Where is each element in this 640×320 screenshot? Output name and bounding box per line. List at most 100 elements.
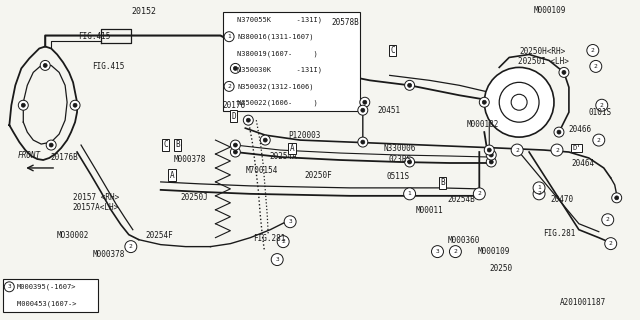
Text: M000378: M000378	[92, 250, 125, 259]
Text: N330006: N330006	[383, 144, 416, 153]
Text: M000109: M000109	[477, 247, 509, 256]
Text: 20250H<RH>: 20250H<RH>	[520, 47, 566, 56]
Text: 20578B: 20578B	[332, 19, 360, 28]
Circle shape	[246, 118, 250, 122]
Text: 1: 1	[227, 34, 231, 39]
Text: M000395(-1607>: M000395(-1607>	[17, 284, 77, 290]
Circle shape	[557, 130, 561, 134]
Text: N350032(1312-1606): N350032(1312-1606)	[237, 83, 314, 90]
Text: 20464: 20464	[571, 159, 594, 168]
Circle shape	[404, 80, 415, 90]
Circle shape	[559, 68, 569, 77]
Text: A: A	[290, 144, 294, 153]
Text: 023BS: 023BS	[388, 155, 412, 164]
Bar	[223, 12, 360, 111]
Text: FRONT: FRONT	[18, 151, 41, 160]
Text: 20254B: 20254B	[447, 195, 476, 204]
Text: 2: 2	[129, 244, 132, 249]
Text: FIG.415: FIG.415	[92, 62, 125, 71]
Circle shape	[234, 67, 237, 70]
Circle shape	[449, 246, 461, 258]
Circle shape	[234, 143, 237, 147]
Text: 0101S: 0101S	[589, 108, 612, 117]
Circle shape	[284, 216, 296, 228]
Circle shape	[73, 103, 77, 107]
Circle shape	[408, 83, 412, 87]
Text: 2: 2	[606, 217, 610, 222]
Text: D: D	[231, 112, 236, 121]
Text: FIG.281: FIG.281	[253, 234, 285, 243]
Text: MO30002: MO30002	[56, 231, 89, 240]
Bar	[3, 278, 98, 312]
Circle shape	[484, 68, 554, 137]
Circle shape	[224, 81, 234, 92]
Circle shape	[484, 145, 494, 155]
Text: 2: 2	[537, 191, 541, 196]
Circle shape	[243, 115, 253, 125]
Circle shape	[360, 97, 370, 107]
Text: 2: 2	[555, 148, 559, 153]
Text: N350022(1606-     ): N350022(1606- )	[237, 100, 318, 106]
Text: C: C	[163, 140, 168, 149]
Text: 1: 1	[408, 191, 412, 196]
Text: FIG.281: FIG.281	[543, 229, 576, 238]
Text: M00011: M00011	[416, 206, 444, 215]
Text: P120003: P120003	[289, 131, 321, 140]
Text: C: C	[390, 46, 395, 55]
Circle shape	[479, 97, 489, 107]
Circle shape	[489, 160, 493, 164]
Circle shape	[486, 157, 496, 167]
Circle shape	[70, 100, 80, 110]
Text: 20176: 20176	[223, 101, 246, 110]
Text: 2: 2	[227, 84, 231, 89]
Circle shape	[474, 188, 485, 200]
Text: 20250I <LH>: 20250I <LH>	[518, 57, 568, 66]
Text: 2: 2	[600, 103, 604, 108]
Circle shape	[408, 160, 412, 164]
Text: A: A	[170, 171, 175, 180]
Circle shape	[587, 44, 599, 56]
Text: B: B	[440, 179, 445, 188]
Circle shape	[614, 196, 619, 200]
Text: 20466: 20466	[568, 125, 591, 134]
Text: 3: 3	[288, 219, 292, 224]
Circle shape	[46, 140, 56, 150]
Text: 20250J: 20250J	[180, 193, 208, 202]
Circle shape	[499, 82, 539, 122]
Text: B: B	[175, 140, 180, 149]
Text: 20470: 20470	[550, 195, 573, 204]
Text: 2: 2	[591, 48, 595, 53]
Text: N380019(1607-     ): N380019(1607- )	[237, 50, 318, 57]
Circle shape	[533, 188, 545, 200]
Text: 20254F: 20254F	[145, 231, 173, 240]
Circle shape	[363, 100, 367, 104]
Text: 3: 3	[275, 257, 279, 262]
Circle shape	[593, 134, 605, 146]
Circle shape	[487, 148, 492, 152]
Circle shape	[263, 138, 268, 142]
Circle shape	[551, 144, 563, 156]
Circle shape	[361, 108, 365, 112]
Circle shape	[612, 193, 621, 203]
Text: 2: 2	[515, 148, 519, 153]
Text: 20250F: 20250F	[304, 171, 332, 180]
Text: 2: 2	[282, 239, 285, 244]
Circle shape	[605, 238, 617, 250]
Circle shape	[596, 99, 608, 111]
Circle shape	[486, 150, 496, 160]
Text: 2: 2	[609, 241, 612, 246]
Circle shape	[602, 214, 614, 226]
Text: N380016(1311-1607): N380016(1311-1607)	[237, 34, 314, 40]
Text: 2: 2	[454, 249, 458, 254]
Text: M000378: M000378	[174, 155, 206, 164]
Text: 20176B: 20176B	[50, 153, 77, 162]
Circle shape	[404, 188, 415, 200]
Text: 2: 2	[597, 138, 601, 143]
Circle shape	[4, 282, 14, 292]
Circle shape	[533, 182, 545, 194]
Text: 20157A<LH>: 20157A<LH>	[72, 203, 119, 212]
Circle shape	[404, 157, 415, 167]
Circle shape	[277, 236, 289, 248]
Circle shape	[49, 143, 53, 147]
Circle shape	[511, 94, 527, 110]
